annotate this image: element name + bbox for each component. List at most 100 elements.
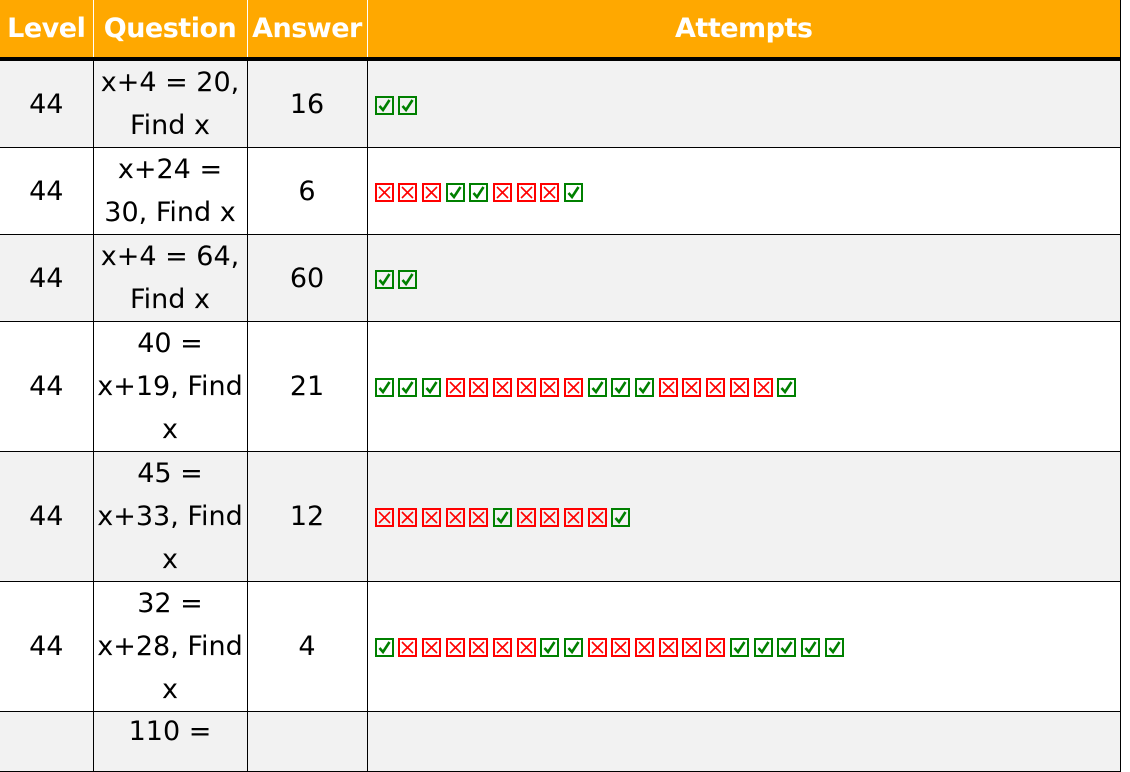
checkbox-cross-icon [706, 378, 726, 397]
checkbox-checked-icon [611, 508, 631, 527]
checkbox-cross-icon [374, 182, 394, 202]
checkbox-cross-icon [492, 638, 512, 657]
checkbox-cross-icon [611, 638, 631, 657]
table-row: 44 45 = x+33, Find x 12 [0, 451, 1121, 582]
checkbox-checked-icon [800, 638, 820, 657]
cell-answer: 60 [246, 234, 368, 322]
checkbox-checked-icon [824, 638, 844, 657]
cell-question: x+4 = 20, Find x [92, 58, 248, 148]
cell-level: 44 [0, 321, 94, 452]
checkbox-cross-icon [540, 378, 560, 397]
checkbox-cross-icon [421, 508, 441, 527]
header-question: Question [93, 0, 248, 61]
checkbox-cross-icon [398, 508, 418, 527]
cell-attempts [366, 451, 1121, 582]
checkbox-checked-icon [777, 378, 797, 397]
cell-attempts [366, 234, 1121, 322]
cell-question: 32 = x+28, Find x [92, 581, 248, 712]
checkbox-cross-icon [635, 638, 655, 657]
checkbox-cross-icon [469, 378, 489, 397]
cell-question: x+4 = 64, Find x [92, 234, 248, 322]
checkbox-cross-icon [682, 378, 702, 397]
header-attempts: Attempts [367, 0, 1121, 61]
cell-attempts [366, 581, 1121, 712]
checkbox-checked-icon [729, 638, 749, 657]
checkbox-checked-icon [587, 378, 607, 397]
checkbox-cross-icon [516, 182, 536, 202]
checkbox-cross-icon [421, 638, 441, 657]
checkbox-cross-icon [492, 182, 512, 202]
checkbox-cross-icon [706, 638, 726, 657]
cell-answer: 6 [246, 147, 368, 235]
checkbox-cross-icon [587, 508, 607, 527]
cell-level: 44 [0, 451, 94, 582]
table-row: 44 x+4 = 20, Find x 16 [0, 58, 1121, 148]
checkbox-checked-icon [540, 638, 560, 657]
header-answer: Answer [247, 0, 368, 61]
checkbox-cross-icon [469, 508, 489, 527]
checkbox-cross-icon [753, 378, 773, 397]
checkbox-cross-icon [587, 638, 607, 657]
checkbox-checked-icon [492, 508, 512, 527]
header-level: Level [0, 0, 94, 61]
table-row: 44 x+4 = 64, Find x 60 [0, 234, 1121, 322]
checkbox-checked-icon [564, 638, 583, 657]
cell-level [0, 711, 94, 772]
cell-attempts [366, 147, 1121, 235]
checkbox-cross-icon [398, 638, 418, 657]
checkbox-cross-icon [516, 508, 536, 527]
checkbox-cross-icon [658, 638, 678, 657]
checkbox-cross-icon [445, 508, 465, 527]
checkbox-checked-icon [635, 378, 655, 397]
checkbox-checked-icon [398, 269, 418, 289]
checkbox-cross-icon [516, 638, 536, 657]
checkbox-cross-icon [658, 378, 678, 397]
cell-level: 44 [0, 147, 94, 235]
checkbox-checked-icon [374, 638, 394, 657]
checkbox-cross-icon [445, 378, 465, 397]
checkbox-cross-icon [445, 638, 465, 657]
cell-answer: 21 [246, 321, 368, 452]
cell-attempts [366, 711, 1121, 772]
checkbox-cross-icon [516, 378, 536, 397]
cell-answer [246, 711, 368, 772]
checkbox-checked-icon [777, 638, 797, 657]
header-row: Level Question Answer Attempts [0, 0, 1121, 61]
cell-question: x+24 = 30, Find x [92, 147, 248, 235]
checkbox-checked-icon [445, 182, 465, 202]
checkbox-cross-icon [564, 378, 583, 397]
checkbox-checked-icon [753, 638, 773, 657]
checkbox-checked-icon [374, 95, 394, 115]
checkbox-checked-icon [398, 378, 418, 397]
cell-question: 40 = x+19, Find x [92, 321, 248, 452]
cell-attempts [366, 321, 1121, 452]
checkbox-checked-icon [469, 182, 489, 202]
checkbox-checked-icon [374, 378, 394, 397]
checkbox-cross-icon [682, 638, 702, 657]
cell-question: 45 = x+33, Find x [92, 451, 248, 582]
checkbox-cross-icon [492, 378, 512, 397]
cell-attempts [366, 58, 1121, 148]
checkbox-checked-icon [564, 182, 583, 202]
checkbox-cross-icon [374, 508, 394, 527]
cell-answer: 12 [246, 451, 368, 582]
cell-answer: 16 [246, 58, 368, 148]
checkbox-cross-icon [540, 508, 560, 527]
table-row: 110 = [0, 711, 1121, 772]
checkbox-checked-icon [421, 378, 441, 397]
cell-level: 44 [0, 234, 94, 322]
table-row: 44 40 = x+19, Find x 21 [0, 321, 1121, 452]
checkbox-cross-icon [729, 378, 749, 397]
cell-question: 110 = [92, 711, 248, 772]
checkbox-cross-icon [564, 508, 583, 527]
cell-answer: 4 [246, 581, 368, 712]
cell-level: 44 [0, 581, 94, 712]
cell-level: 44 [0, 58, 94, 148]
checkbox-checked-icon [398, 95, 418, 115]
checkbox-checked-icon [374, 269, 394, 289]
checkbox-cross-icon [398, 182, 418, 202]
checkbox-checked-icon [611, 378, 631, 397]
